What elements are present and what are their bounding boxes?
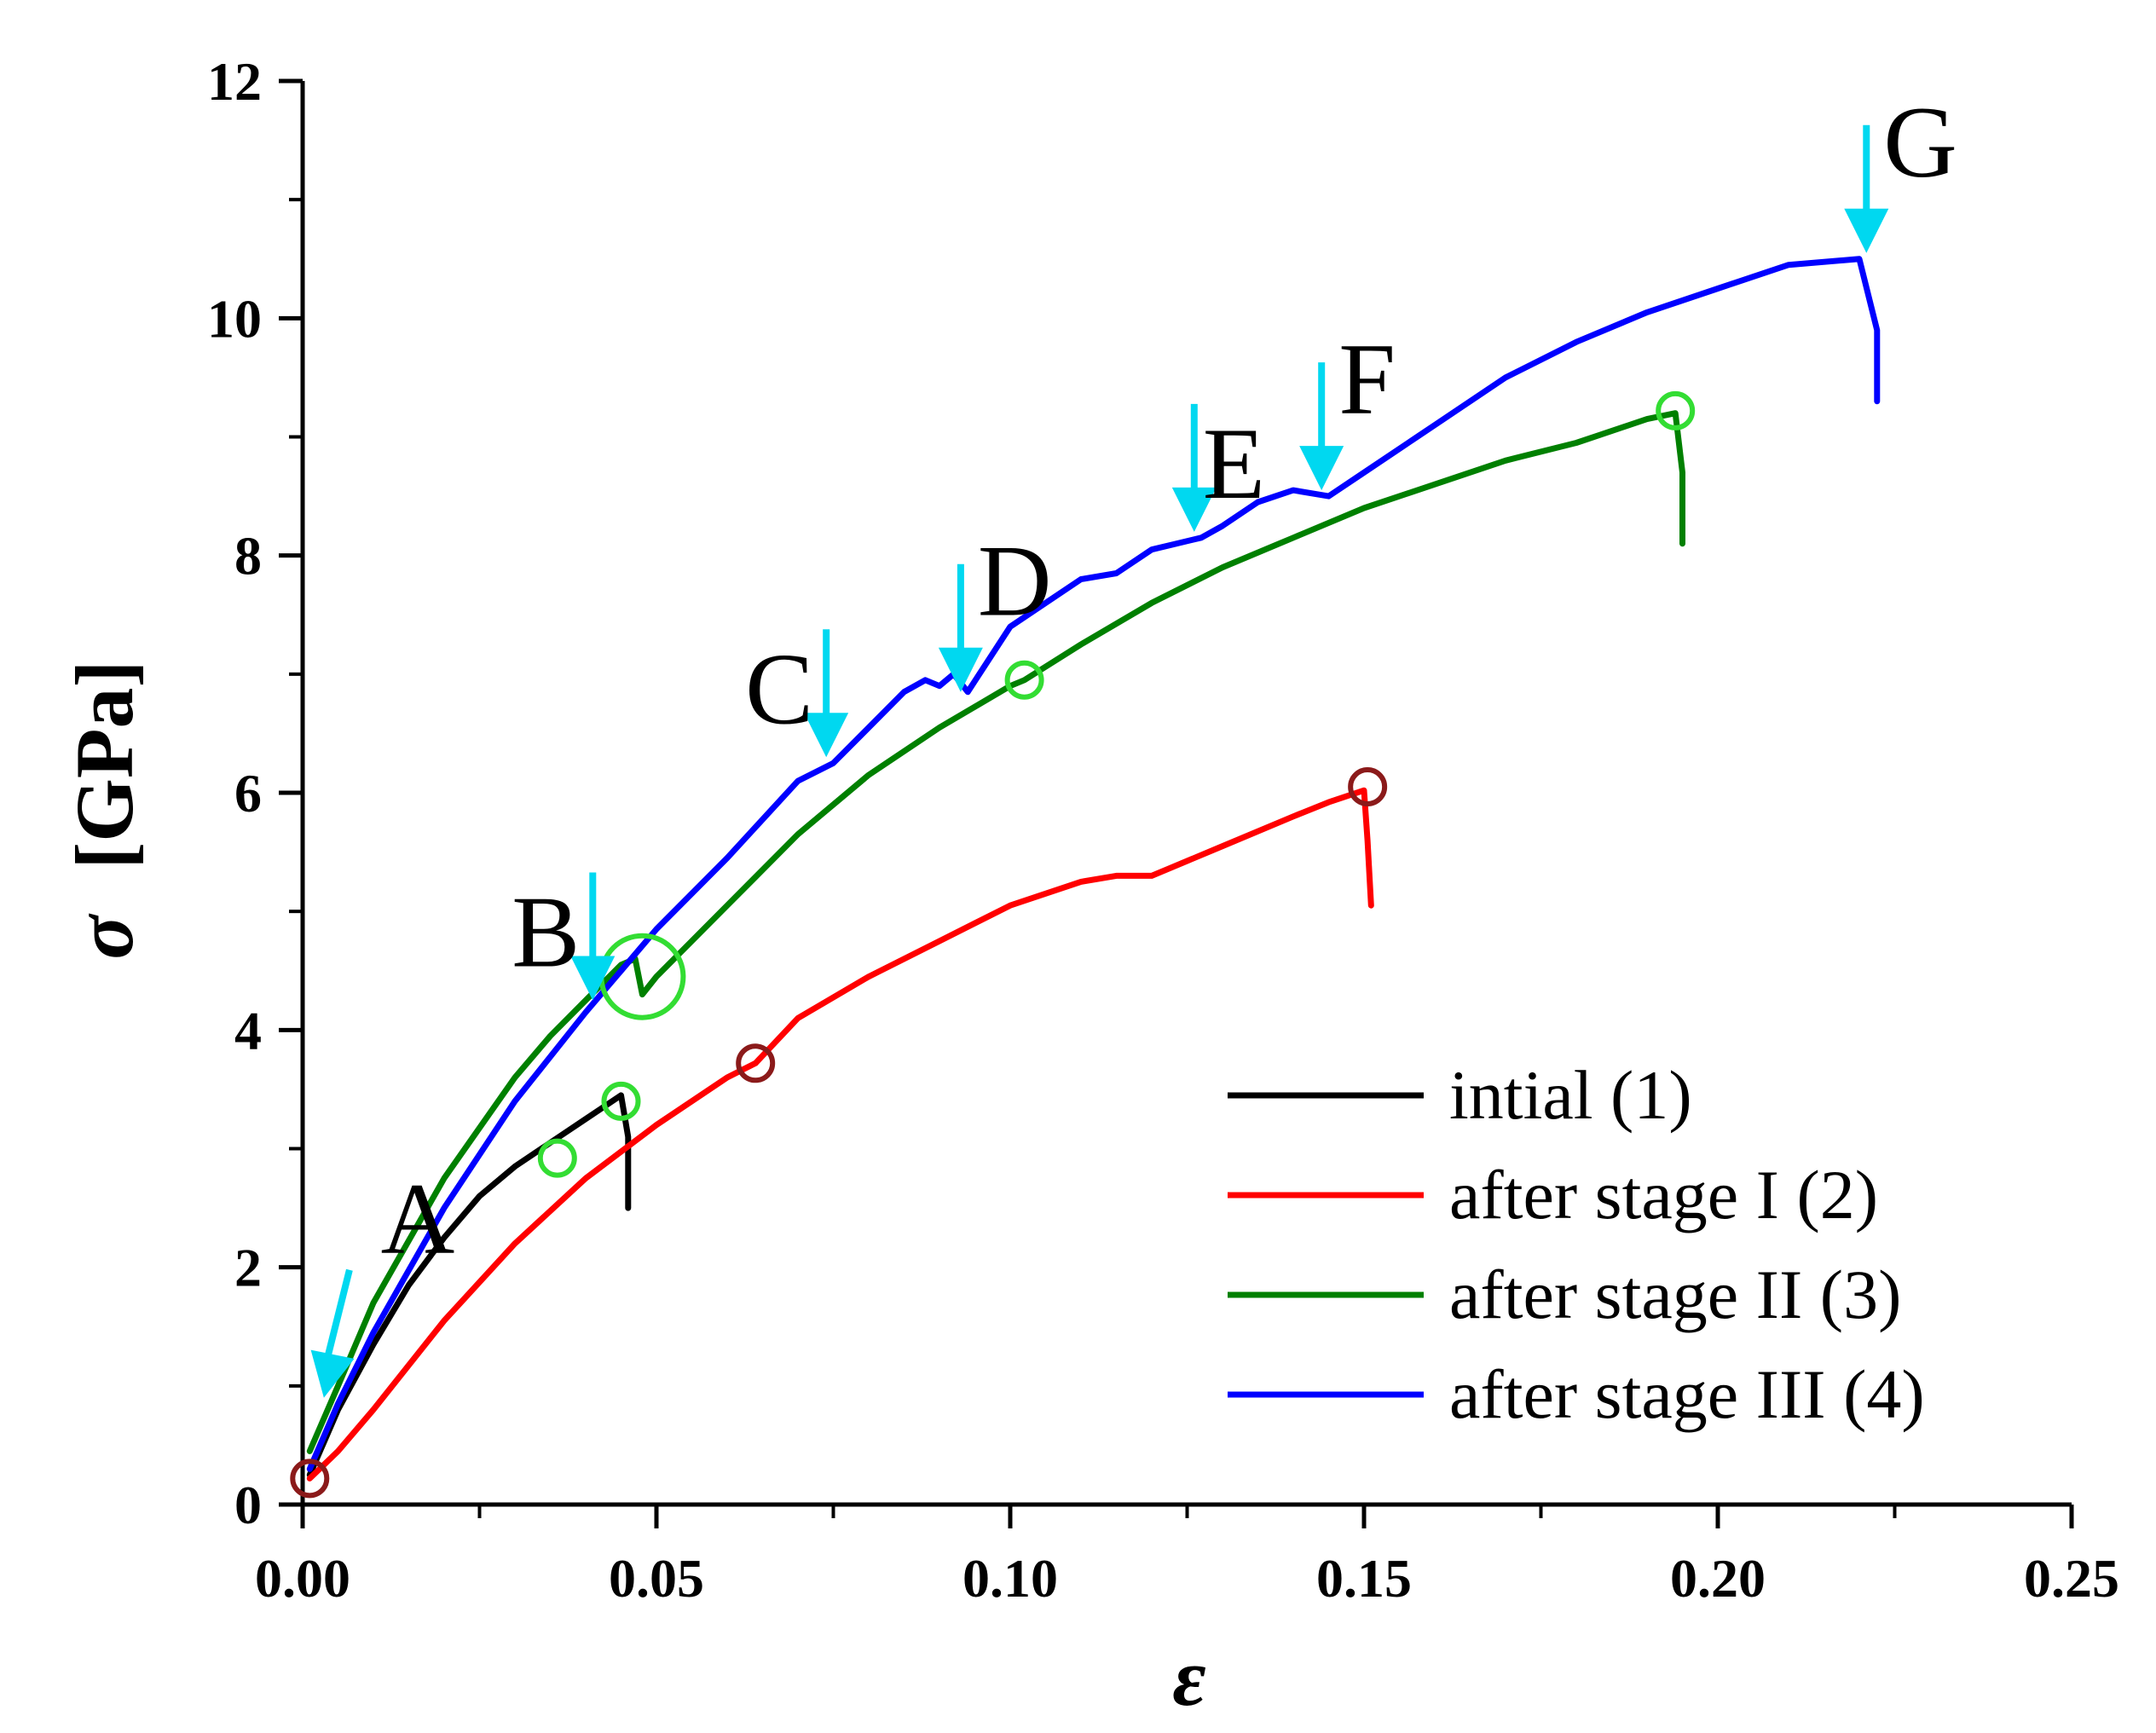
legend: intial (1) after stage I (2) after stage I… (1228, 1056, 1925, 1433)
annotation-label: C (745, 632, 813, 745)
y-tick-label: 8 (234, 526, 262, 586)
annotation-arrow-head (1171, 487, 1217, 532)
axes: 0.00 0.05 0.10 0.15 0.20 0.25 0 2 4 6 8 10 12 (207, 51, 2119, 1609)
annotation-arrow-head (1299, 446, 1344, 491)
series-line-4 (306, 256, 1881, 1472)
y-tick-label: 0 (234, 1475, 262, 1535)
legend-label: intial (1) (1449, 1056, 1692, 1134)
series-layer (306, 256, 1881, 1482)
x-tick-label: 0.25 (2024, 1548, 2119, 1609)
annotation-e: E (1171, 403, 1265, 532)
annotation-label: D (978, 524, 1052, 638)
y-tick-label: 2 (234, 1238, 262, 1298)
annotation-arrow-head (804, 713, 849, 758)
highlight-circle-marker (290, 1459, 330, 1499)
x-tick-label: 0.10 (962, 1548, 1058, 1609)
x-tick-label: 0.20 (1670, 1548, 1766, 1609)
annotation-a: A (310, 1162, 455, 1398)
annotation-b: B (512, 872, 616, 1001)
annotations-layer: A B C D EF G (310, 85, 1957, 1398)
annotation-label: G (1883, 85, 1957, 199)
highlight-circle-marker (1004, 660, 1044, 700)
markers-layer (290, 390, 1696, 1499)
annotation-label: E (1203, 407, 1265, 520)
highlight-circle-marker (1656, 390, 1696, 430)
annotation-d: D (938, 524, 1052, 692)
x-tick-label: 0.15 (1316, 1548, 1412, 1609)
x-tick-label: 0.05 (609, 1548, 704, 1609)
svg-text:σ [GPa]: σ [GPa] (59, 661, 150, 960)
x-axis-title: ε (1172, 1632, 1205, 1723)
highlight-circle-marker (736, 1043, 776, 1083)
annotation-label: B (512, 875, 580, 989)
highlight-circle-marker (537, 1138, 577, 1178)
legend-label: after stage II (3) (1449, 1256, 1901, 1333)
series-line-3 (306, 410, 1685, 1454)
highlight-circle-marker (601, 1081, 641, 1121)
highlight-circle-marker (1348, 767, 1388, 807)
series-line-1 (306, 1092, 632, 1478)
annotation-label: F (1338, 322, 1396, 436)
legend-label: after stage III (4) (1449, 1355, 1925, 1433)
y-axis-title-unit: [GPa] (59, 661, 150, 869)
annotation-arrow-head (1844, 208, 1889, 253)
annotation-f: F (1299, 322, 1396, 491)
annotation-c: C (745, 629, 849, 758)
x-tick-label: 0.00 (255, 1548, 350, 1609)
y-tick-label: 10 (207, 288, 262, 349)
y-axis-title: σ [GPa] (59, 661, 150, 960)
annotation-g: G (1844, 85, 1957, 253)
annotation-label: A (381, 1162, 455, 1275)
annotation-arrow-head (570, 956, 616, 1001)
y-axis-title-symbol: σ (59, 914, 150, 960)
annotation-arrow-head (310, 1349, 355, 1398)
series-line-2 (306, 787, 1374, 1482)
y-tick-label: 6 (234, 763, 262, 823)
legend-label: after stage I (2) (1449, 1156, 1878, 1233)
y-tick-label: 4 (234, 1000, 262, 1060)
annotation-arrow-head (938, 647, 983, 692)
y-tick-label: 12 (207, 51, 262, 112)
